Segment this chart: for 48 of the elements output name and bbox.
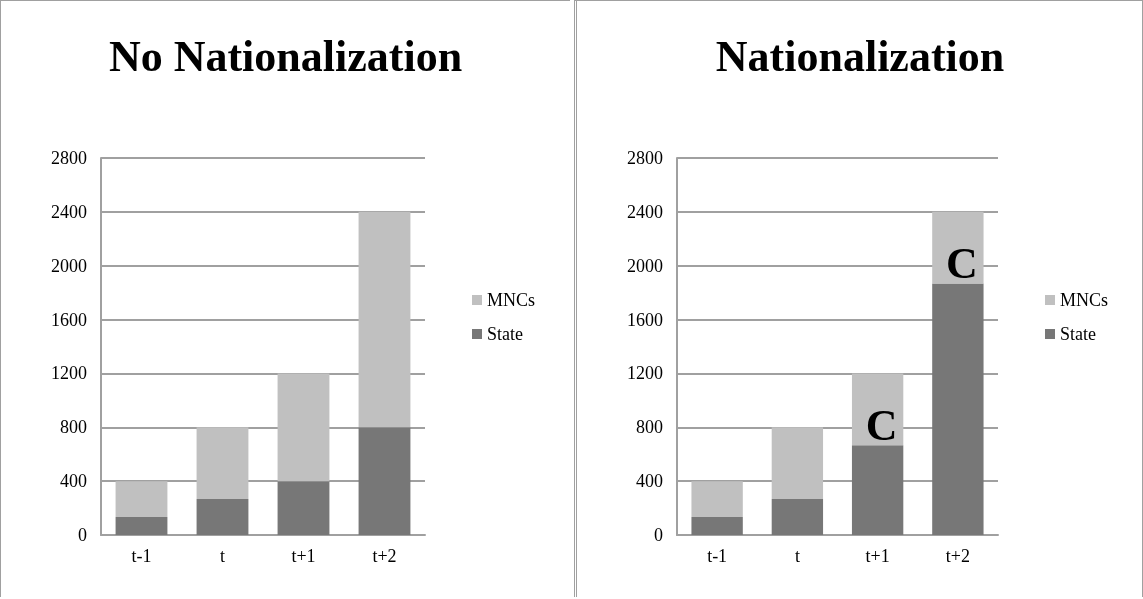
bar	[690, 517, 743, 535]
bar	[277, 481, 330, 535]
bar	[771, 499, 823, 535]
legend-label: MNCs	[1059, 290, 1108, 310]
x-tick-label: t+2	[372, 546, 397, 566]
y-tick-label: 400	[60, 471, 87, 492]
y-tick-label: 2400	[51, 201, 87, 222]
y-tick-label: 0	[78, 525, 87, 545]
bar	[358, 211, 411, 428]
bar	[771, 427, 823, 500]
bar	[690, 481, 743, 518]
y-tick-label: 2400	[626, 201, 663, 222]
y-tick-label: 0	[653, 525, 663, 545]
bar	[931, 283, 984, 535]
y-tick-label: 1600	[626, 309, 663, 330]
y-tick-label: 2000	[626, 255, 663, 276]
bar	[196, 427, 249, 500]
x-tick-label: t-1	[706, 546, 727, 566]
x-tick-label: t+1	[865, 546, 890, 566]
bar	[358, 427, 411, 535]
bar	[115, 517, 168, 535]
bar	[115, 481, 168, 518]
y-tick-label: 1600	[51, 309, 87, 330]
y-tick-label: 2800	[626, 148, 663, 168]
annotation: C	[865, 400, 898, 450]
bar	[196, 499, 249, 535]
chart-title: No Nationalization	[108, 31, 463, 81]
bar	[277, 373, 330, 482]
bar	[851, 445, 903, 535]
legend-label: State	[1059, 324, 1096, 344]
y-tick-label: 2000	[51, 255, 87, 276]
bar	[931, 211, 984, 284]
legend-label: State	[486, 324, 523, 344]
chart-title: Nationalization	[715, 31, 1004, 81]
x-tick-label: t-1	[131, 546, 152, 566]
y-tick-label: 1200	[626, 363, 663, 384]
y-tick-label: 800	[635, 417, 663, 438]
x-tick-label: t	[219, 546, 226, 566]
annotation: C	[945, 239, 978, 289]
bar	[851, 373, 903, 446]
y-tick-label: 1200	[51, 363, 87, 384]
y-tick-label: 400	[635, 471, 663, 492]
x-tick-label: t	[794, 546, 800, 566]
y-tick-label: 800	[60, 417, 87, 438]
x-tick-label: t+2	[945, 546, 970, 566]
y-tick-label: 2800	[51, 148, 87, 168]
x-tick-label: t+1	[291, 546, 316, 566]
legend-label: MNCs	[486, 290, 535, 310]
